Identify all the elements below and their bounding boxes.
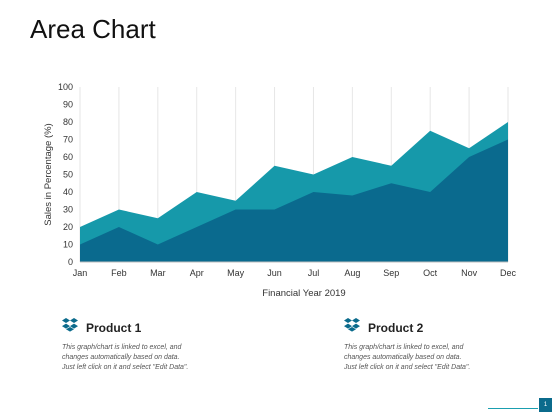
y-tick-label: 100 bbox=[58, 82, 73, 92]
x-tick-label: Feb bbox=[111, 268, 127, 278]
chart-areas bbox=[80, 122, 508, 262]
x-tick-label: Dec bbox=[500, 268, 517, 278]
y-tick-label: 10 bbox=[63, 240, 73, 250]
dropbox-icon bbox=[344, 318, 360, 337]
x-tick-label: Jun bbox=[267, 268, 282, 278]
y-tick-label: 0 bbox=[68, 257, 73, 267]
x-tick-label: Jan bbox=[73, 268, 88, 278]
x-tick-label: Jul bbox=[308, 268, 320, 278]
legend-name: Product 2 bbox=[368, 320, 424, 335]
x-axis-title: Financial Year 2019 bbox=[262, 288, 345, 299]
y-tick-label: 90 bbox=[63, 100, 73, 110]
legend-name: Product 1 bbox=[86, 320, 142, 335]
footer-divider bbox=[488, 408, 538, 409]
x-tick-label: Oct bbox=[423, 268, 438, 278]
y-tick-label: 40 bbox=[63, 187, 73, 197]
y-tick-label: 20 bbox=[63, 222, 73, 232]
x-tick-label: Nov bbox=[461, 268, 478, 278]
x-tick-label: Mar bbox=[150, 268, 166, 278]
area-series-2 bbox=[80, 139, 508, 262]
page-number: 1 bbox=[539, 398, 552, 412]
legend-description: This graph/chart is linked to excel, and… bbox=[62, 344, 189, 371]
y-tick-label: 80 bbox=[63, 117, 73, 127]
y-tick-label: 50 bbox=[63, 170, 73, 180]
dropbox-icon bbox=[62, 318, 78, 337]
legend-product-1: Product 1 This graph/chart is linked to … bbox=[62, 318, 262, 373]
y-axis-title: Sales in Percentage (%) bbox=[43, 123, 54, 225]
y-tick-label: 30 bbox=[63, 205, 73, 215]
x-tick-label: Aug bbox=[344, 268, 360, 278]
x-tick-label: Sep bbox=[383, 268, 399, 278]
legend-description: This graph/chart is linked to excel, and… bbox=[344, 344, 471, 371]
y-tick-label: 60 bbox=[63, 152, 73, 162]
y-tick-label: 70 bbox=[63, 135, 73, 145]
x-tick-label: May bbox=[227, 268, 245, 278]
legend-product-2: Product 2 This graph/chart is linked to … bbox=[344, 318, 544, 373]
x-tick-label: Apr bbox=[190, 268, 204, 278]
chart-axes: 0 10 20 30 40 50 60 70 80 90 100 Jan Feb Mar Apr May Jun… bbox=[58, 82, 517, 278]
page-title: Area Chart bbox=[30, 14, 156, 44]
